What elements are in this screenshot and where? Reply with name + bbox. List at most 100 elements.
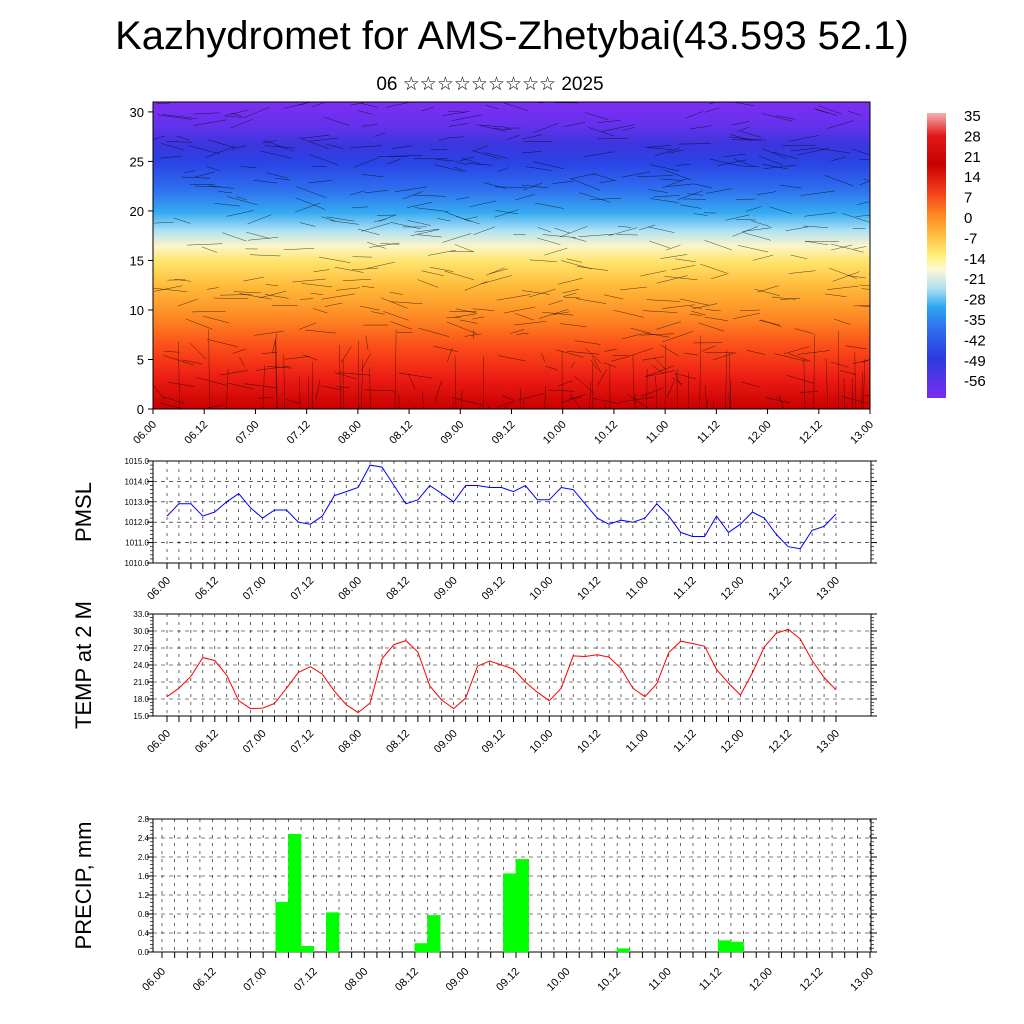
y-axis-label: PMSL: [71, 482, 96, 542]
wind-barb: [660, 254, 688, 259]
wind-barb: [648, 189, 668, 193]
wind-barb: [570, 361, 576, 369]
x-tick-label: 09.12: [480, 575, 508, 603]
wind-barb: [163, 114, 199, 120]
wind-barb: [712, 400, 714, 409]
wind-barb: [364, 190, 389, 194]
wind-barb: [484, 152, 509, 159]
wind-barb: [479, 403, 482, 409]
wind-barb: [243, 276, 264, 282]
wind-barb: [541, 353, 546, 362]
wind-barb: [436, 218, 451, 222]
wind-barb: [455, 197, 470, 200]
wind-barb: [599, 179, 617, 184]
x-tick-label: 11.00: [624, 728, 651, 755]
wind-barb: [158, 155, 183, 159]
wind-barb: [774, 353, 808, 362]
wind-barb: [859, 284, 870, 287]
wind-barb: [514, 313, 534, 321]
x-tick-label: 11.00: [644, 419, 671, 446]
wind-barb: [436, 159, 454, 161]
wind-barb: [219, 370, 248, 376]
wind-barb: [502, 395, 515, 401]
wind-barb: [667, 177, 689, 187]
wind-barb: [745, 206, 762, 212]
wind-barb: [187, 243, 223, 246]
wind-barb: [723, 153, 746, 158]
wind-barb: [544, 247, 568, 256]
wind-barb: [487, 406, 489, 409]
wind-barb: [402, 191, 424, 200]
x-tick-label: 06.12: [191, 966, 219, 994]
wind-barb: [627, 393, 650, 409]
wind-barb: [320, 385, 343, 391]
wind-barb: [630, 327, 651, 334]
wind-barb: [264, 145, 296, 149]
wind-barb: [704, 240, 732, 251]
wind-barb: [242, 106, 270, 119]
wind-barb: [735, 219, 756, 221]
wind-barb: [579, 192, 611, 203]
wind-barb: [153, 384, 166, 401]
wind-barb: [813, 333, 815, 409]
wind-barb: [201, 246, 218, 253]
colorbar-label: -14: [964, 251, 986, 268]
wind-barb: [864, 394, 870, 397]
wind-barb: [632, 355, 635, 409]
wind-barb: [683, 352, 698, 356]
wind-barb: [700, 263, 727, 274]
wind-barb: [751, 220, 770, 227]
wind-barb: [803, 225, 829, 228]
x-tick-label: 06.00: [140, 966, 168, 994]
wind-barb: [326, 144, 344, 149]
wind-barb: [214, 203, 241, 207]
wind-barb: [154, 285, 183, 292]
wind-barb: [679, 204, 702, 209]
wind-barb: [855, 214, 870, 217]
wind-barb: [732, 313, 761, 320]
x-tick-label: 07.00: [234, 419, 262, 447]
wind-barb: [690, 125, 712, 130]
wind-barb: [769, 206, 792, 215]
wind-barb: [453, 166, 467, 172]
wind-barb: [779, 395, 785, 409]
wind-barb: [232, 348, 247, 354]
wind-barb: [532, 161, 565, 170]
wind-barb: [420, 106, 434, 112]
wind-barb: [575, 298, 607, 304]
wind-barb: [446, 321, 477, 334]
wind-barb: [654, 357, 666, 370]
wind-barb: [267, 366, 293, 369]
wind-barb: [859, 180, 870, 186]
y-tick-label: 27.0: [133, 644, 149, 653]
wind-barb: [662, 183, 694, 188]
wind-barb: [852, 359, 870, 365]
wind-barb: [804, 212, 836, 217]
wind-barb: [789, 135, 819, 142]
cross-section-field: [153, 102, 870, 409]
wind-barb: [406, 201, 433, 209]
colorbar-label: 14: [964, 169, 981, 186]
wind-barb: [574, 340, 601, 345]
wind-barb: [648, 145, 672, 148]
wind-barb: [326, 216, 355, 222]
wind-barb: [803, 358, 806, 409]
wind-barb: [497, 401, 515, 408]
x-tick-label: 09.00: [432, 575, 460, 603]
wind-barb: [761, 113, 793, 122]
x-tick-label: 13.00: [814, 575, 842, 603]
wind-barb: [350, 145, 382, 148]
wind-barb: [455, 308, 477, 314]
wind-barb: [693, 183, 712, 188]
wind-barb: [783, 346, 810, 355]
colorbar-label: 21: [964, 149, 981, 166]
wind-barb: [616, 234, 638, 236]
wind-barb: [185, 318, 213, 330]
y-tick-label: 0.8: [138, 910, 150, 919]
wind-barb: [254, 330, 284, 336]
wind-barb: [655, 321, 681, 330]
wind-barb: [189, 342, 206, 360]
wind-barb: [619, 286, 647, 291]
wind-barb: [785, 226, 809, 232]
